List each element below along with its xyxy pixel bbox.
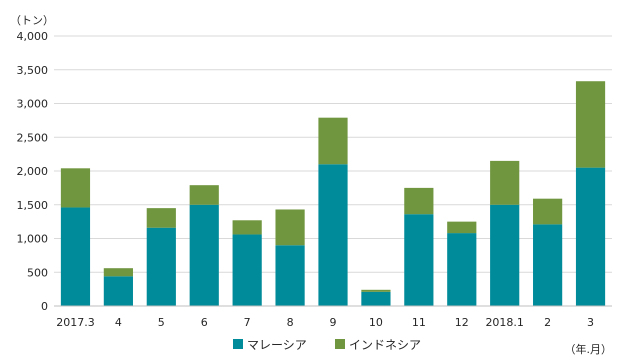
bars (60, 81, 606, 307)
bar-malaysia (232, 234, 262, 306)
x-axis-ticks: 2017.3 4 5 6 7 8 9 10 11 12 2018.1 2 3 (56, 316, 594, 329)
bar-indonesia (404, 187, 434, 215)
legend-swatch-malaysia (233, 339, 243, 349)
legend-label-indonesia: インドネシア (349, 338, 421, 352)
x-axis-unit-label: （年.月） (565, 342, 613, 356)
x-tick-label: 12 (455, 316, 469, 329)
x-tick-label: 2018.1 (485, 316, 524, 329)
y-axis-unit-label: （トン） (10, 14, 54, 27)
y-tick-label: 4,000 (17, 30, 49, 43)
bar-malaysia (60, 207, 91, 306)
bar-malaysia (103, 276, 133, 306)
y-tick-label: 1,500 (17, 199, 49, 212)
bar-indonesia (275, 209, 305, 246)
y-tick-label: 2,000 (17, 165, 49, 178)
bar-indonesia (232, 220, 262, 235)
x-tick-label: 7 (244, 316, 251, 329)
bar-malaysia (533, 224, 563, 306)
bar-indonesia (575, 81, 606, 168)
y-tick-label: 3,500 (17, 64, 49, 77)
legend: マレーシア インドネシア (233, 338, 421, 352)
bar-indonesia (533, 198, 563, 225)
x-tick-label: 6 (201, 316, 208, 329)
x-tick-label: 4 (115, 316, 122, 329)
legend-label-malaysia: マレーシア (247, 338, 307, 352)
y-tick-label: 3,000 (17, 98, 49, 111)
y-tick-label: 500 (27, 266, 48, 279)
y-tick-label: 0 (41, 300, 48, 313)
x-tick-label: 9 (330, 316, 337, 329)
x-tick-label: 11 (412, 316, 426, 329)
x-tick-label: 2 (544, 316, 551, 329)
bar-malaysia (189, 204, 219, 306)
bar-indonesia (103, 268, 133, 277)
bar-malaysia (275, 245, 305, 306)
bar-malaysia (318, 164, 348, 306)
legend-swatch-indonesia (335, 339, 345, 349)
bar-indonesia (490, 160, 520, 205)
bar-indonesia (146, 208, 176, 228)
x-tick-label: 3 (587, 316, 594, 329)
bar-malaysia (490, 204, 520, 306)
x-tick-label: 10 (369, 316, 383, 329)
bar-indonesia (60, 168, 91, 208)
bar-malaysia (447, 233, 477, 306)
bar-malaysia (575, 167, 606, 307)
bar-indonesia (361, 289, 391, 292)
bar-indonesia (447, 221, 477, 234)
y-axis-ticks: 4,000 3,500 3,000 2,500 2,000 1,500 1,000 500 0 (17, 30, 49, 313)
x-tick-label: 8 (287, 316, 294, 329)
x-tick-label: 2017.3 (56, 316, 95, 329)
x-tick-label: 5 (158, 316, 165, 329)
bar-malaysia (146, 227, 176, 306)
bar-malaysia (404, 214, 434, 306)
bar-indonesia (189, 185, 219, 205)
bar-indonesia (318, 117, 348, 165)
y-tick-label: 1,000 (17, 233, 49, 246)
bar-malaysia (361, 291, 391, 306)
y-tick-label: 2,500 (17, 131, 49, 144)
